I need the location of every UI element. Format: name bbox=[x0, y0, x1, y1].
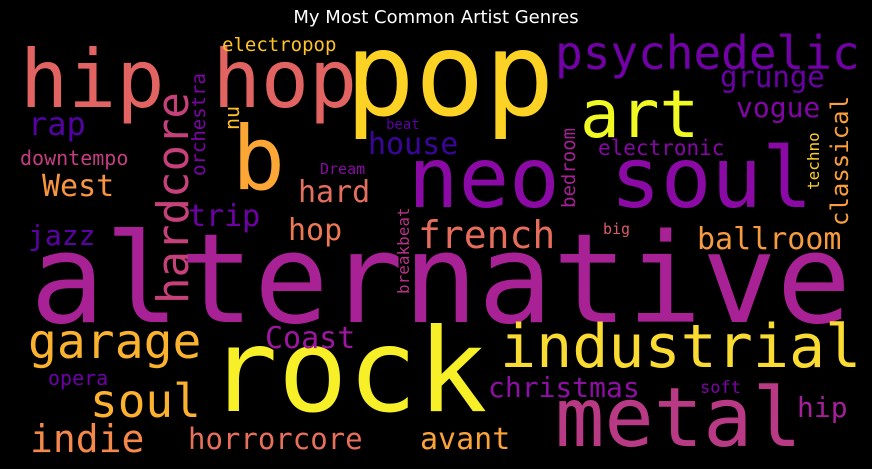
word-neo-soul: neo soul bbox=[408, 129, 813, 227]
word-downtempo: downtempo bbox=[20, 146, 129, 170]
word-house: house bbox=[368, 127, 459, 162]
word-electronic: electronic bbox=[598, 136, 725, 160]
word-coast: Coast bbox=[265, 321, 356, 356]
word-classical: classical bbox=[826, 95, 854, 226]
word-west: West bbox=[42, 169, 115, 204]
word-vogue: vogue bbox=[736, 91, 821, 124]
word-hip-small: hip bbox=[797, 391, 848, 424]
word-beat: beat bbox=[386, 117, 420, 133]
word-trip: trip bbox=[188, 199, 261, 234]
word-nu: nu bbox=[220, 105, 244, 130]
word-dream: Dream bbox=[320, 160, 366, 178]
word-rap: rap bbox=[28, 105, 86, 143]
word-horrorcore: horrorcore bbox=[188, 422, 363, 456]
word-art: art bbox=[580, 76, 700, 153]
word-soft: soft bbox=[700, 378, 741, 398]
page-title: My Most Common Artist Genres bbox=[293, 7, 579, 28]
word-big: big bbox=[603, 220, 631, 238]
word-indie: indie bbox=[30, 417, 145, 461]
word-rock: rock bbox=[208, 304, 488, 439]
word-jazz: jazz bbox=[28, 219, 96, 252]
word-b: b bbox=[232, 107, 285, 210]
word-orchestra: orchestra bbox=[188, 73, 210, 176]
word-avant: avant bbox=[420, 422, 511, 457]
word-garage: garage bbox=[28, 314, 202, 370]
word-grunge: grunge bbox=[720, 60, 825, 94]
word-christmas: christmas bbox=[488, 371, 640, 404]
word-soul: soul bbox=[90, 374, 201, 428]
word-hip-hop: hip hop bbox=[20, 33, 358, 126]
word-industrial: industrial bbox=[500, 312, 862, 382]
word-pop: pop bbox=[345, 8, 555, 143]
word-psychedelic: psychedelic bbox=[555, 26, 860, 80]
word-ballroom: ballroom bbox=[697, 222, 842, 257]
word-metal: metal bbox=[555, 371, 802, 466]
word-alternative: alternative bbox=[30, 208, 852, 352]
word-hop: hop bbox=[288, 213, 343, 248]
word-breakbeat: breakbeat bbox=[394, 207, 413, 294]
word-french: french bbox=[418, 213, 556, 257]
word-techno: techno bbox=[804, 132, 823, 190]
word-hard: hard bbox=[298, 175, 371, 210]
word-bedroom: bedroom bbox=[558, 127, 580, 208]
word-electropop: electropop bbox=[222, 34, 337, 56]
word-opera: opera bbox=[48, 366, 109, 390]
